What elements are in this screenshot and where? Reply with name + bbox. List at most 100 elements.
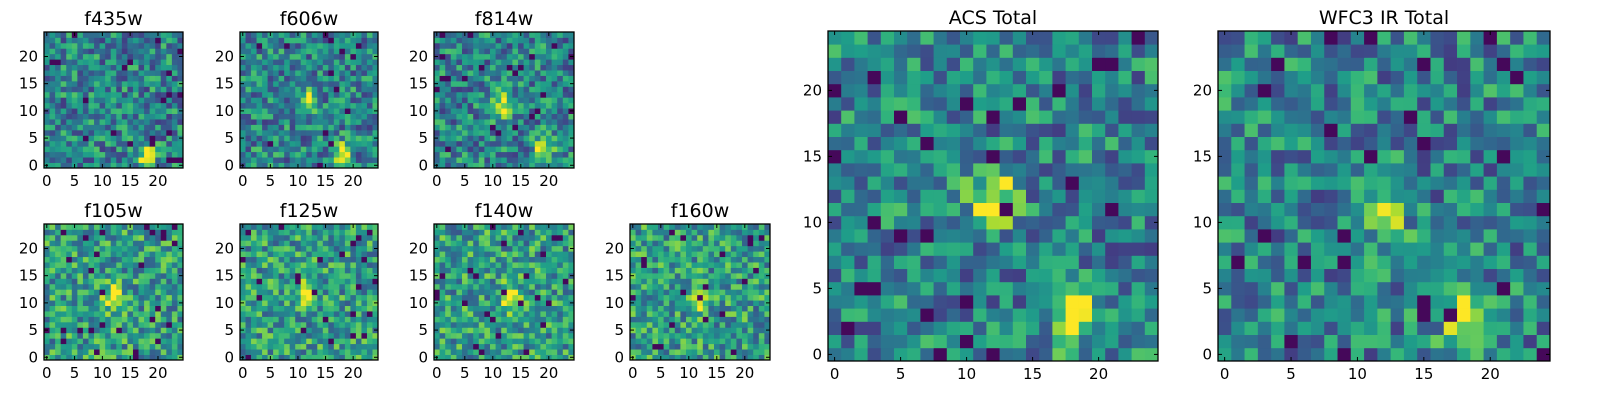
- heatmap-cell: [295, 53, 302, 60]
- heatmap-cell: [245, 256, 252, 263]
- heatmap-cell: [355, 354, 362, 361]
- heatmap-cell: [523, 321, 530, 328]
- heatmap-cell: [344, 64, 351, 71]
- heatmap-cell: [166, 349, 173, 355]
- heatmap-cell: [518, 300, 524, 306]
- heatmap-cell: [177, 146, 184, 153]
- heatmap-cell: [171, 294, 178, 301]
- heatmap-cell: [719, 311, 726, 317]
- heatmap-cell: [355, 289, 362, 296]
- heatmap-cell: [501, 316, 508, 323]
- heatmap-cell: [546, 53, 552, 60]
- heatmap-cell: [450, 48, 457, 55]
- heatmap-cell: [501, 135, 508, 142]
- heatmap-cell: [1118, 334, 1132, 349]
- heatmap-cell: [714, 300, 720, 306]
- heatmap-cell: [568, 224, 575, 230]
- heatmap-cell: [372, 311, 379, 317]
- heatmap-cell: [361, 300, 368, 306]
- heatmap-cell: [121, 157, 128, 163]
- heatmap-cell: [289, 272, 296, 279]
- heatmap-cell: [295, 321, 302, 328]
- heatmap-cell: [450, 59, 457, 66]
- heatmap-cell: [714, 343, 720, 350]
- heatmap-cell: [289, 119, 296, 125]
- heatmap-cell: [350, 113, 357, 120]
- heatmap-cell: [328, 113, 335, 120]
- heatmap-cell: [110, 70, 117, 76]
- heatmap-cell: [333, 338, 340, 345]
- heatmap-cell: [747, 289, 754, 296]
- heatmap-cell: [933, 163, 948, 177]
- heatmap-cell: [1092, 308, 1106, 322]
- heatmap-cell: [467, 354, 474, 361]
- heatmap-cell: [132, 240, 139, 247]
- heatmap-cell: [251, 113, 257, 120]
- heatmap-cell: [160, 294, 167, 301]
- heatmap-cell: [110, 135, 117, 142]
- heatmap-cell: [495, 108, 502, 114]
- y-tick-label: 20: [19, 47, 38, 65]
- heatmap-cell: [495, 251, 502, 258]
- heatmap-cell: [641, 289, 648, 296]
- heatmap-cell: [518, 272, 524, 279]
- x-tick-label: 20: [539, 172, 558, 190]
- heatmap-cell: [674, 305, 681, 312]
- heatmap-cell: [284, 37, 291, 44]
- heatmap-cell: [284, 97, 291, 104]
- heatmap-cell: [177, 332, 184, 339]
- heatmap-cell: [355, 267, 362, 274]
- heatmap-cells: [44, 224, 184, 361]
- heatmap-cell: [300, 305, 307, 312]
- heatmap-cell: [467, 42, 474, 49]
- heatmap-cell: [322, 75, 329, 82]
- heatmap-cell: [177, 349, 184, 355]
- heatmap-cell: [262, 140, 268, 147]
- heatmap-cell: [512, 283, 519, 290]
- y-tick-label: 15: [605, 267, 624, 285]
- heatmap-cell: [322, 64, 329, 71]
- heatmap-cell: [473, 135, 480, 142]
- heatmap-cell: [71, 234, 78, 241]
- heatmap-cell: [322, 343, 329, 350]
- heatmap-cell: [467, 300, 474, 306]
- heatmap-cell: [110, 224, 117, 230]
- heatmap-cell: [295, 124, 302, 131]
- heatmap-cell: [691, 349, 698, 355]
- heatmap-cell: [49, 354, 56, 361]
- heatmap-cell: [372, 343, 379, 350]
- heatmap-cell: [251, 262, 257, 268]
- heatmap-cell: [439, 343, 446, 350]
- heatmap-cell: [344, 75, 351, 82]
- heatmap-cell: [311, 119, 318, 125]
- heatmap-cell: [439, 42, 446, 49]
- heatmap-cell: [546, 332, 552, 339]
- heatmap-cell: [361, 256, 368, 263]
- heatmap-cell: [311, 349, 318, 355]
- heatmap-cell: [719, 229, 726, 236]
- heatmap-cell: [155, 129, 162, 136]
- heatmap-cell: [155, 327, 162, 334]
- heatmap-cell: [55, 129, 62, 136]
- heatmap-cell: [44, 343, 50, 350]
- heatmap-cell: [82, 343, 89, 350]
- heatmap-cell: [306, 294, 313, 301]
- heatmap-cell: [730, 316, 737, 323]
- heatmap-cell: [512, 64, 519, 71]
- heatmap-cell: [490, 229, 496, 236]
- heatmap-cell: [273, 305, 280, 312]
- heatmap-cell: [1131, 215, 1146, 230]
- heatmap-cell: [669, 300, 676, 306]
- heatmap-cell: [568, 349, 575, 355]
- heatmap-cell: [160, 332, 167, 339]
- heatmap-cell: [880, 334, 895, 349]
- heatmap-cell: [1026, 215, 1040, 230]
- heatmap-cell: [350, 349, 357, 355]
- heatmap-cell: [674, 354, 681, 361]
- heatmap-cell: [132, 234, 139, 241]
- heatmap-cell: [77, 80, 84, 87]
- heatmap-cell: [697, 300, 704, 306]
- heatmap-cell: [534, 305, 541, 312]
- heatmap-cell: [366, 80, 373, 87]
